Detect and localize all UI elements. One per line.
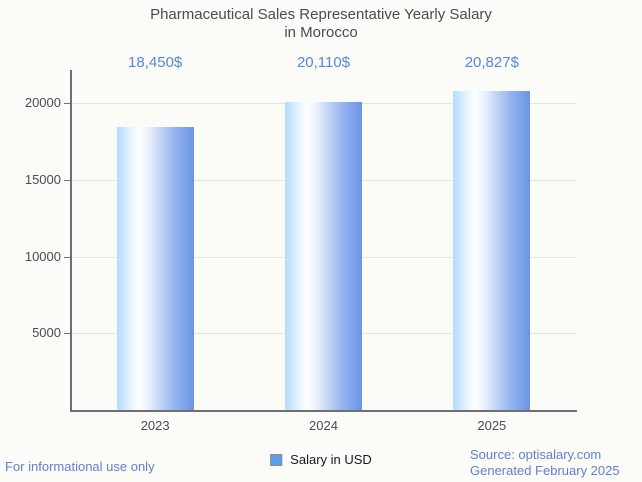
y-axis-label: 5000 xyxy=(32,325,61,341)
legend-label: Salary in USD xyxy=(290,452,372,467)
y-axis-line xyxy=(70,70,72,412)
chart-title: Pharmaceutical Sales Representative Year… xyxy=(0,6,642,42)
bar-value-label: 20,110$ xyxy=(296,54,351,71)
disclaimer-text: For informational use only xyxy=(5,459,155,474)
y-axis-label: 10000 xyxy=(24,248,61,264)
x-axis-label: 2023 xyxy=(140,418,170,433)
source-link[interactable]: Source: optisalary.com xyxy=(470,447,602,462)
y-axis-tick xyxy=(64,256,71,258)
generated-text: Generated February 2025 xyxy=(470,463,620,478)
x-axis-label: 2025 xyxy=(477,418,507,433)
source-block: Source: optisalary.com Generated Februar… xyxy=(470,447,620,479)
bar-value-label: 18,450$ xyxy=(128,54,183,71)
chart-title-line2: in Morocco xyxy=(284,24,358,41)
y-axis-tick xyxy=(64,179,71,181)
bar[interactable] xyxy=(285,101,362,410)
bar[interactable] xyxy=(116,127,194,410)
legend: Salary in USD xyxy=(270,452,372,467)
chart-title-line1: Pharmaceutical Sales Representative Year… xyxy=(150,6,492,23)
y-axis-label: 20000 xyxy=(24,95,61,111)
y-axis-label: 15000 xyxy=(24,171,61,187)
bar-value-label: 20,827$ xyxy=(464,54,519,71)
y-axis-tick xyxy=(64,333,71,335)
y-axis-tick xyxy=(64,103,71,105)
x-axis-label: 2024 xyxy=(309,418,338,433)
x-axis-line xyxy=(70,410,577,412)
bar[interactable] xyxy=(453,90,531,410)
legend-swatch-icon xyxy=(270,453,283,466)
